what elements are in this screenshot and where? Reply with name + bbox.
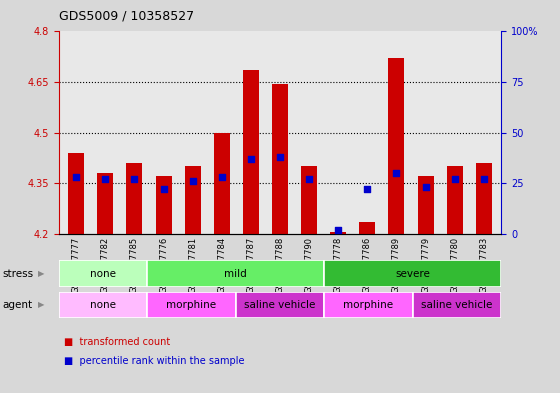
Text: none: none [90, 268, 116, 279]
Point [334, 227, 343, 233]
Bar [147, 292, 236, 318]
Bar [59, 292, 147, 318]
Bar [243, 70, 259, 234]
Text: ▶: ▶ [38, 301, 45, 309]
Text: mild: mild [225, 268, 247, 279]
Point [101, 176, 110, 182]
Bar [324, 260, 501, 287]
Text: agent: agent [3, 300, 33, 310]
Bar [330, 232, 346, 234]
Text: saline vehicle: saline vehicle [244, 300, 316, 310]
Point [421, 184, 430, 191]
Bar [324, 292, 413, 318]
Point [246, 156, 255, 162]
Bar [301, 166, 317, 234]
Point [392, 170, 401, 176]
Bar [59, 260, 147, 287]
Bar [127, 163, 142, 234]
Bar [413, 292, 501, 318]
Point [72, 174, 81, 180]
Bar [147, 260, 324, 287]
Point [217, 174, 226, 180]
Bar [97, 173, 113, 234]
Bar [185, 166, 200, 234]
Bar [418, 176, 433, 234]
Bar [360, 222, 375, 234]
Text: ■  transformed count: ■ transformed count [64, 337, 171, 347]
Bar [214, 133, 230, 234]
Bar [272, 84, 288, 234]
Point [276, 154, 284, 160]
Bar [68, 153, 84, 234]
Text: ▶: ▶ [38, 269, 45, 278]
Point [363, 186, 372, 193]
Bar [156, 176, 171, 234]
Bar [389, 59, 404, 234]
Bar [447, 166, 463, 234]
Bar [476, 163, 492, 234]
Text: morphine: morphine [166, 300, 217, 310]
Point [479, 176, 488, 182]
Point [450, 176, 459, 182]
Text: saline vehicle: saline vehicle [421, 300, 493, 310]
Point [130, 176, 139, 182]
Text: GDS5009 / 10358527: GDS5009 / 10358527 [59, 10, 194, 23]
Point [159, 186, 168, 193]
Bar [236, 292, 324, 318]
Text: ■  percentile rank within the sample: ■ percentile rank within the sample [64, 356, 245, 366]
Point [188, 178, 197, 184]
Point [305, 176, 314, 182]
Text: stress: stress [3, 268, 34, 279]
Text: none: none [90, 300, 116, 310]
Text: morphine: morphine [343, 300, 394, 310]
Text: severe: severe [395, 268, 430, 279]
